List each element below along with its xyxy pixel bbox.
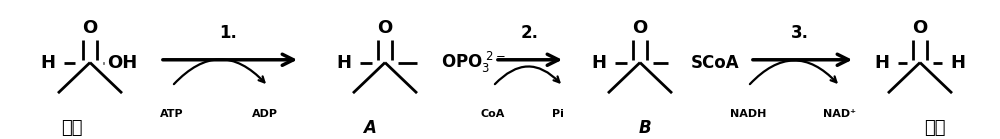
Text: 甲酸: 甲酸 [61,119,83,137]
FancyArrowPatch shape [174,59,264,84]
Text: NAD⁺: NAD⁺ [824,109,856,119]
Text: Pi: Pi [552,109,564,119]
Text: CoA: CoA [481,109,505,119]
Text: ADP: ADP [252,109,278,119]
Text: H: H [950,54,966,72]
Text: H: H [40,54,56,72]
Text: 1.: 1. [219,24,237,42]
Text: O: O [912,19,928,37]
Text: B: B [639,119,651,137]
FancyArrowPatch shape [495,66,559,84]
Text: H: H [592,54,606,72]
Text: O: O [632,19,648,37]
Text: O: O [82,19,98,37]
Text: SCoA: SCoA [691,54,739,72]
Text: H: H [874,54,890,72]
FancyArrowPatch shape [750,60,836,84]
Text: ATP: ATP [160,109,184,119]
Text: 2.: 2. [521,24,539,42]
Text: OH: OH [107,54,137,72]
Text: OPO$_3^{\ 2-}$: OPO$_3^{\ 2-}$ [441,50,505,75]
Text: H: H [336,54,352,72]
Text: 3.: 3. [791,24,809,42]
Text: NADH: NADH [730,109,766,119]
Text: O: O [377,19,393,37]
Text: 甲醛: 甲醛 [924,119,946,137]
Text: A: A [364,119,376,137]
